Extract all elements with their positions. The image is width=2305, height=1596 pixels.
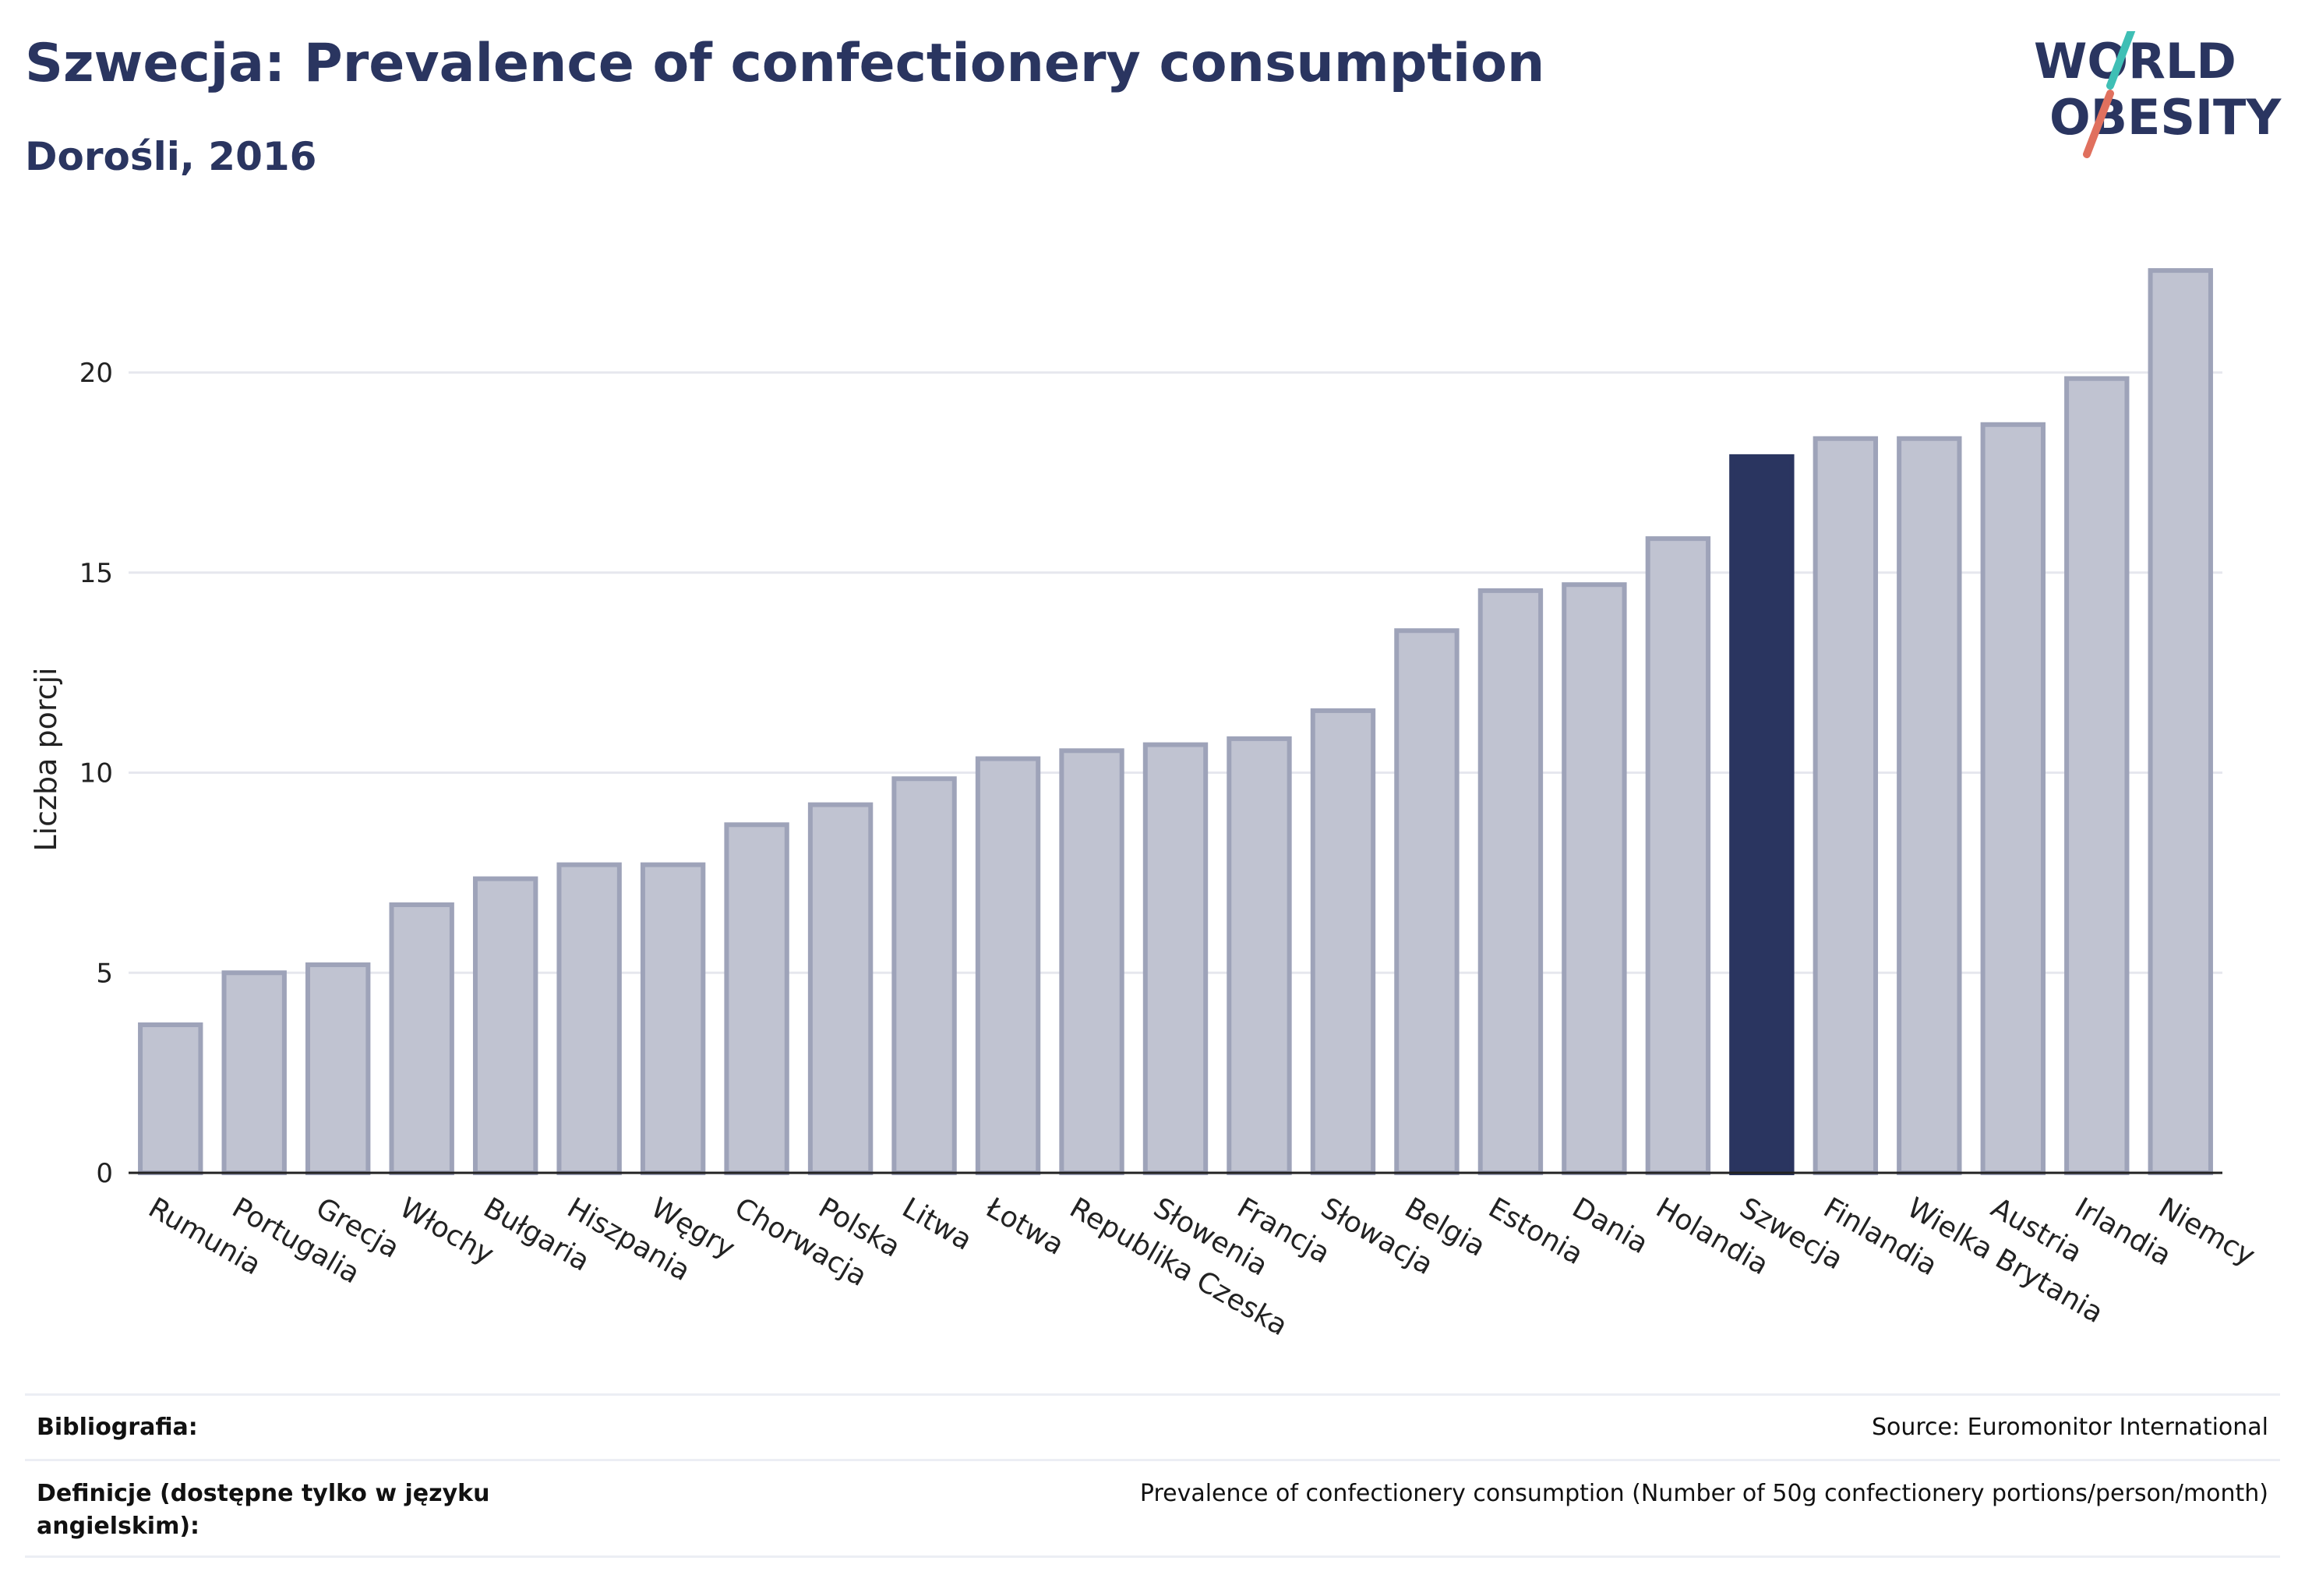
- bar-bułgaria: [472, 876, 538, 1176]
- bar-dania: [1562, 582, 1627, 1175]
- definitions-label-line2: angielskim):: [37, 1513, 200, 1540]
- x-tick-label: Niemcy: [2153, 1192, 2261, 1272]
- bars: [138, 268, 2213, 1176]
- y-tick-label: 5: [96, 958, 113, 989]
- bar-grecja: [305, 962, 371, 1176]
- bar-chorwacja: [724, 822, 789, 1175]
- bar-łotwa: [975, 756, 1041, 1175]
- bar-szwecja: [1729, 454, 1795, 1175]
- footer-divider-top: [25, 1393, 2280, 1396]
- definitions-label: Definicje (dostępne tylko w języku angie…: [37, 1478, 489, 1543]
- y-tick-label: 0: [96, 1158, 113, 1189]
- y-tick-label: 20: [79, 358, 113, 389]
- definitions-value: Prevalence of confectionery consumption …: [1139, 1480, 2268, 1507]
- x-tick-label: Włochy: [394, 1192, 499, 1270]
- x-tick-label: Irlandia: [2069, 1192, 2176, 1272]
- bar-węgry: [640, 862, 706, 1175]
- world-obesity-logo: WORLD OBESITY: [2034, 31, 2282, 158]
- bar-francja: [1227, 736, 1292, 1175]
- x-tick-label: Litwa: [897, 1192, 977, 1256]
- bar-litwa: [891, 776, 957, 1176]
- x-tick-label: Estonia: [1483, 1192, 1588, 1271]
- logo-text-obesity: OBESITY: [2049, 89, 2282, 146]
- bar-wielka-brytania: [1897, 436, 1962, 1175]
- footer-divider-bottom: [25, 1555, 2280, 1558]
- chart-subtitle: Dorośli, 2016: [25, 134, 317, 179]
- chart-title: Szwecja: Prevalence of confectionery con…: [25, 33, 1545, 94]
- definitions-label-line1: Definicje (dostępne tylko w języku: [37, 1480, 490, 1507]
- bar-słowenia: [1142, 742, 1209, 1175]
- bar-republika-czeska: [1059, 748, 1124, 1175]
- logo-text-world: WORLD: [2034, 33, 2236, 90]
- bibliography-label: Bibliografia:: [37, 1414, 198, 1441]
- footer-divider-middle: [25, 1459, 2280, 1461]
- bar-rumunia: [138, 1022, 203, 1176]
- logo-slash-top: [2106, 31, 2136, 90]
- bar-holandia: [1645, 536, 1711, 1175]
- x-tick-label: Łotwa: [980, 1192, 1069, 1262]
- footer-bibliography-row: Bibliografia: Source: Euromonitor Intern…: [25, 1396, 2280, 1459]
- logo-slash-bottom: [2083, 90, 2114, 158]
- bar-belgia: [1394, 628, 1460, 1175]
- y-tick-label: 15: [79, 558, 113, 589]
- y-axis-title: Liczba porcji: [29, 667, 63, 851]
- bar-portugalia: [221, 970, 287, 1175]
- bar-słowacja: [1310, 708, 1376, 1175]
- bar-irlandia: [2064, 376, 2130, 1175]
- y-tick-label: 10: [79, 758, 113, 789]
- bar-estonia: [1477, 588, 1544, 1175]
- bar-hiszpania: [556, 862, 622, 1175]
- bar-finlandia: [1813, 436, 1879, 1175]
- bar-chart: 05101520RumuniaPortugaliaGrecjaWłochyBuł…: [29, 268, 2261, 1342]
- bar-austria: [1980, 422, 2046, 1175]
- bar-niemcy: [2148, 268, 2213, 1175]
- bar-polska: [807, 802, 874, 1175]
- footer-definitions-row: Definicje (dostępne tylko w języku angie…: [25, 1462, 2280, 1555]
- bar-włochy: [389, 902, 454, 1176]
- bibliography-value: Source: Euromonitor International: [1871, 1414, 2268, 1441]
